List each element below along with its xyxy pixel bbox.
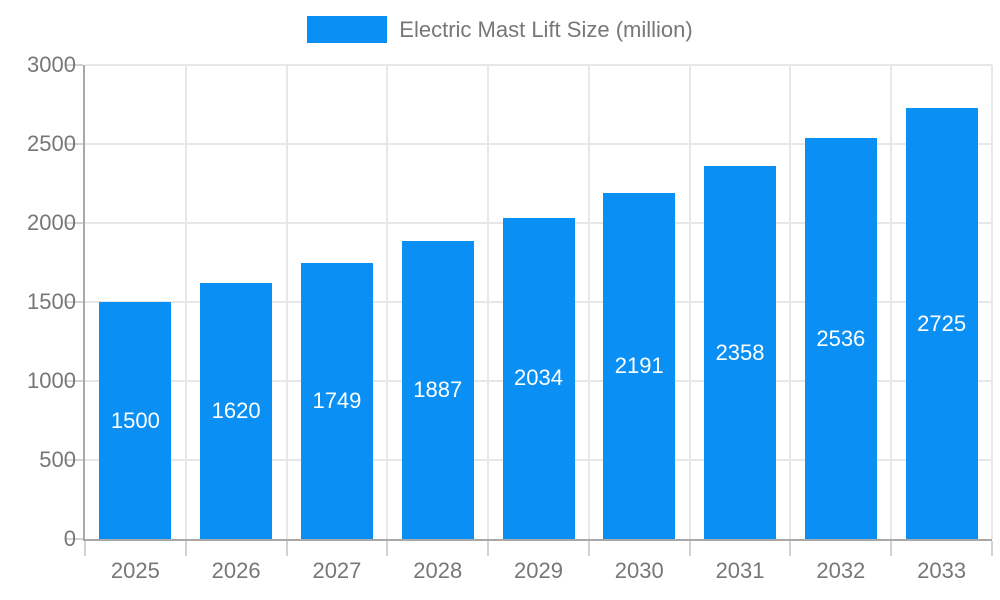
x-tick-mark <box>890 541 893 556</box>
x-tick-label: 2026 <box>211 558 261 583</box>
y-tick-label: 2500 <box>27 131 76 156</box>
x-tick-label: 2029 <box>514 558 563 583</box>
x-tick-mark <box>587 541 590 556</box>
bar: 1887 <box>401 240 474 539</box>
bar: 1500 <box>99 302 172 539</box>
x-grid-line <box>688 65 691 539</box>
y-tick-label: 1000 <box>27 368 76 393</box>
x-tick-label: 2025 <box>110 558 160 583</box>
x-tick-mark <box>386 541 389 556</box>
y-tick-mark <box>65 459 83 461</box>
y-tick-mark <box>65 301 83 303</box>
bar: 2034 <box>502 217 575 539</box>
x-grid-line <box>789 65 792 539</box>
x-tick-mark <box>789 541 792 556</box>
x-tick-label: 2030 <box>614 558 664 583</box>
bar-value-label: 2191 <box>614 352 664 378</box>
legend-label: Electric Mast Lift Size (million) <box>399 17 693 42</box>
x-tick-mark <box>84 541 86 556</box>
y-tick-mark <box>65 64 83 66</box>
y-tick-label: 500 <box>39 447 76 472</box>
y-grid-line <box>85 64 992 66</box>
bar-value-label: 2725 <box>917 310 967 336</box>
x-tick-mark <box>688 541 691 556</box>
x-grid-line <box>386 65 389 539</box>
legend-swatch <box>307 16 388 43</box>
x-tick-label: 2033 <box>917 558 967 583</box>
y-tick-label: 0 <box>63 526 76 551</box>
x-grid-line <box>991 65 993 539</box>
y-grid-line <box>85 143 992 145</box>
y-tick-label: 2000 <box>27 210 76 235</box>
y-tick-label: 3000 <box>27 52 76 77</box>
plot-area: 1500 1620 1749 1887 2034 2191 2358 2536 2725 <box>65 64 993 556</box>
bar-value-label: 1749 <box>312 387 362 413</box>
x-tick-mark <box>285 541 288 556</box>
bar: 2536 <box>804 138 877 539</box>
x-grid-line <box>487 65 490 539</box>
y-tick-label: 1500 <box>27 289 76 314</box>
bar-value-label: 1500 <box>110 407 160 433</box>
bar-value-label: 1887 <box>413 376 463 402</box>
x-grid-line <box>285 65 288 539</box>
bar: 2358 <box>704 166 777 539</box>
bar-value-label: 2536 <box>816 325 866 351</box>
x-tick-label: 2031 <box>715 558 765 583</box>
bar: 2191 <box>603 192 676 539</box>
legend[interactable]: Electric Mast Lift Size (million) <box>0 16 1000 43</box>
x-grid-line <box>587 65 590 539</box>
x-tick-mark <box>991 541 993 556</box>
y-tick-mark <box>65 143 83 145</box>
bar: 1620 <box>200 283 273 539</box>
bar: 1749 <box>300 262 373 539</box>
bar: 2725 <box>905 108 978 539</box>
y-tick-mark <box>65 380 83 382</box>
x-grid-line <box>184 65 187 539</box>
x-tick-mark <box>184 541 187 556</box>
bar-value-label: 1620 <box>211 398 261 424</box>
x-grid-line <box>890 65 893 539</box>
bar-value-label: 2034 <box>514 365 563 391</box>
x-tick-label: 2027 <box>312 558 362 583</box>
y-tick-mark <box>65 222 83 224</box>
x-tick-mark <box>487 541 490 556</box>
x-tick-label: 2032 <box>816 558 866 583</box>
x-tick-label: 2028 <box>413 558 463 583</box>
y-tick-mark <box>65 538 83 540</box>
bar-value-label: 2358 <box>715 339 765 365</box>
